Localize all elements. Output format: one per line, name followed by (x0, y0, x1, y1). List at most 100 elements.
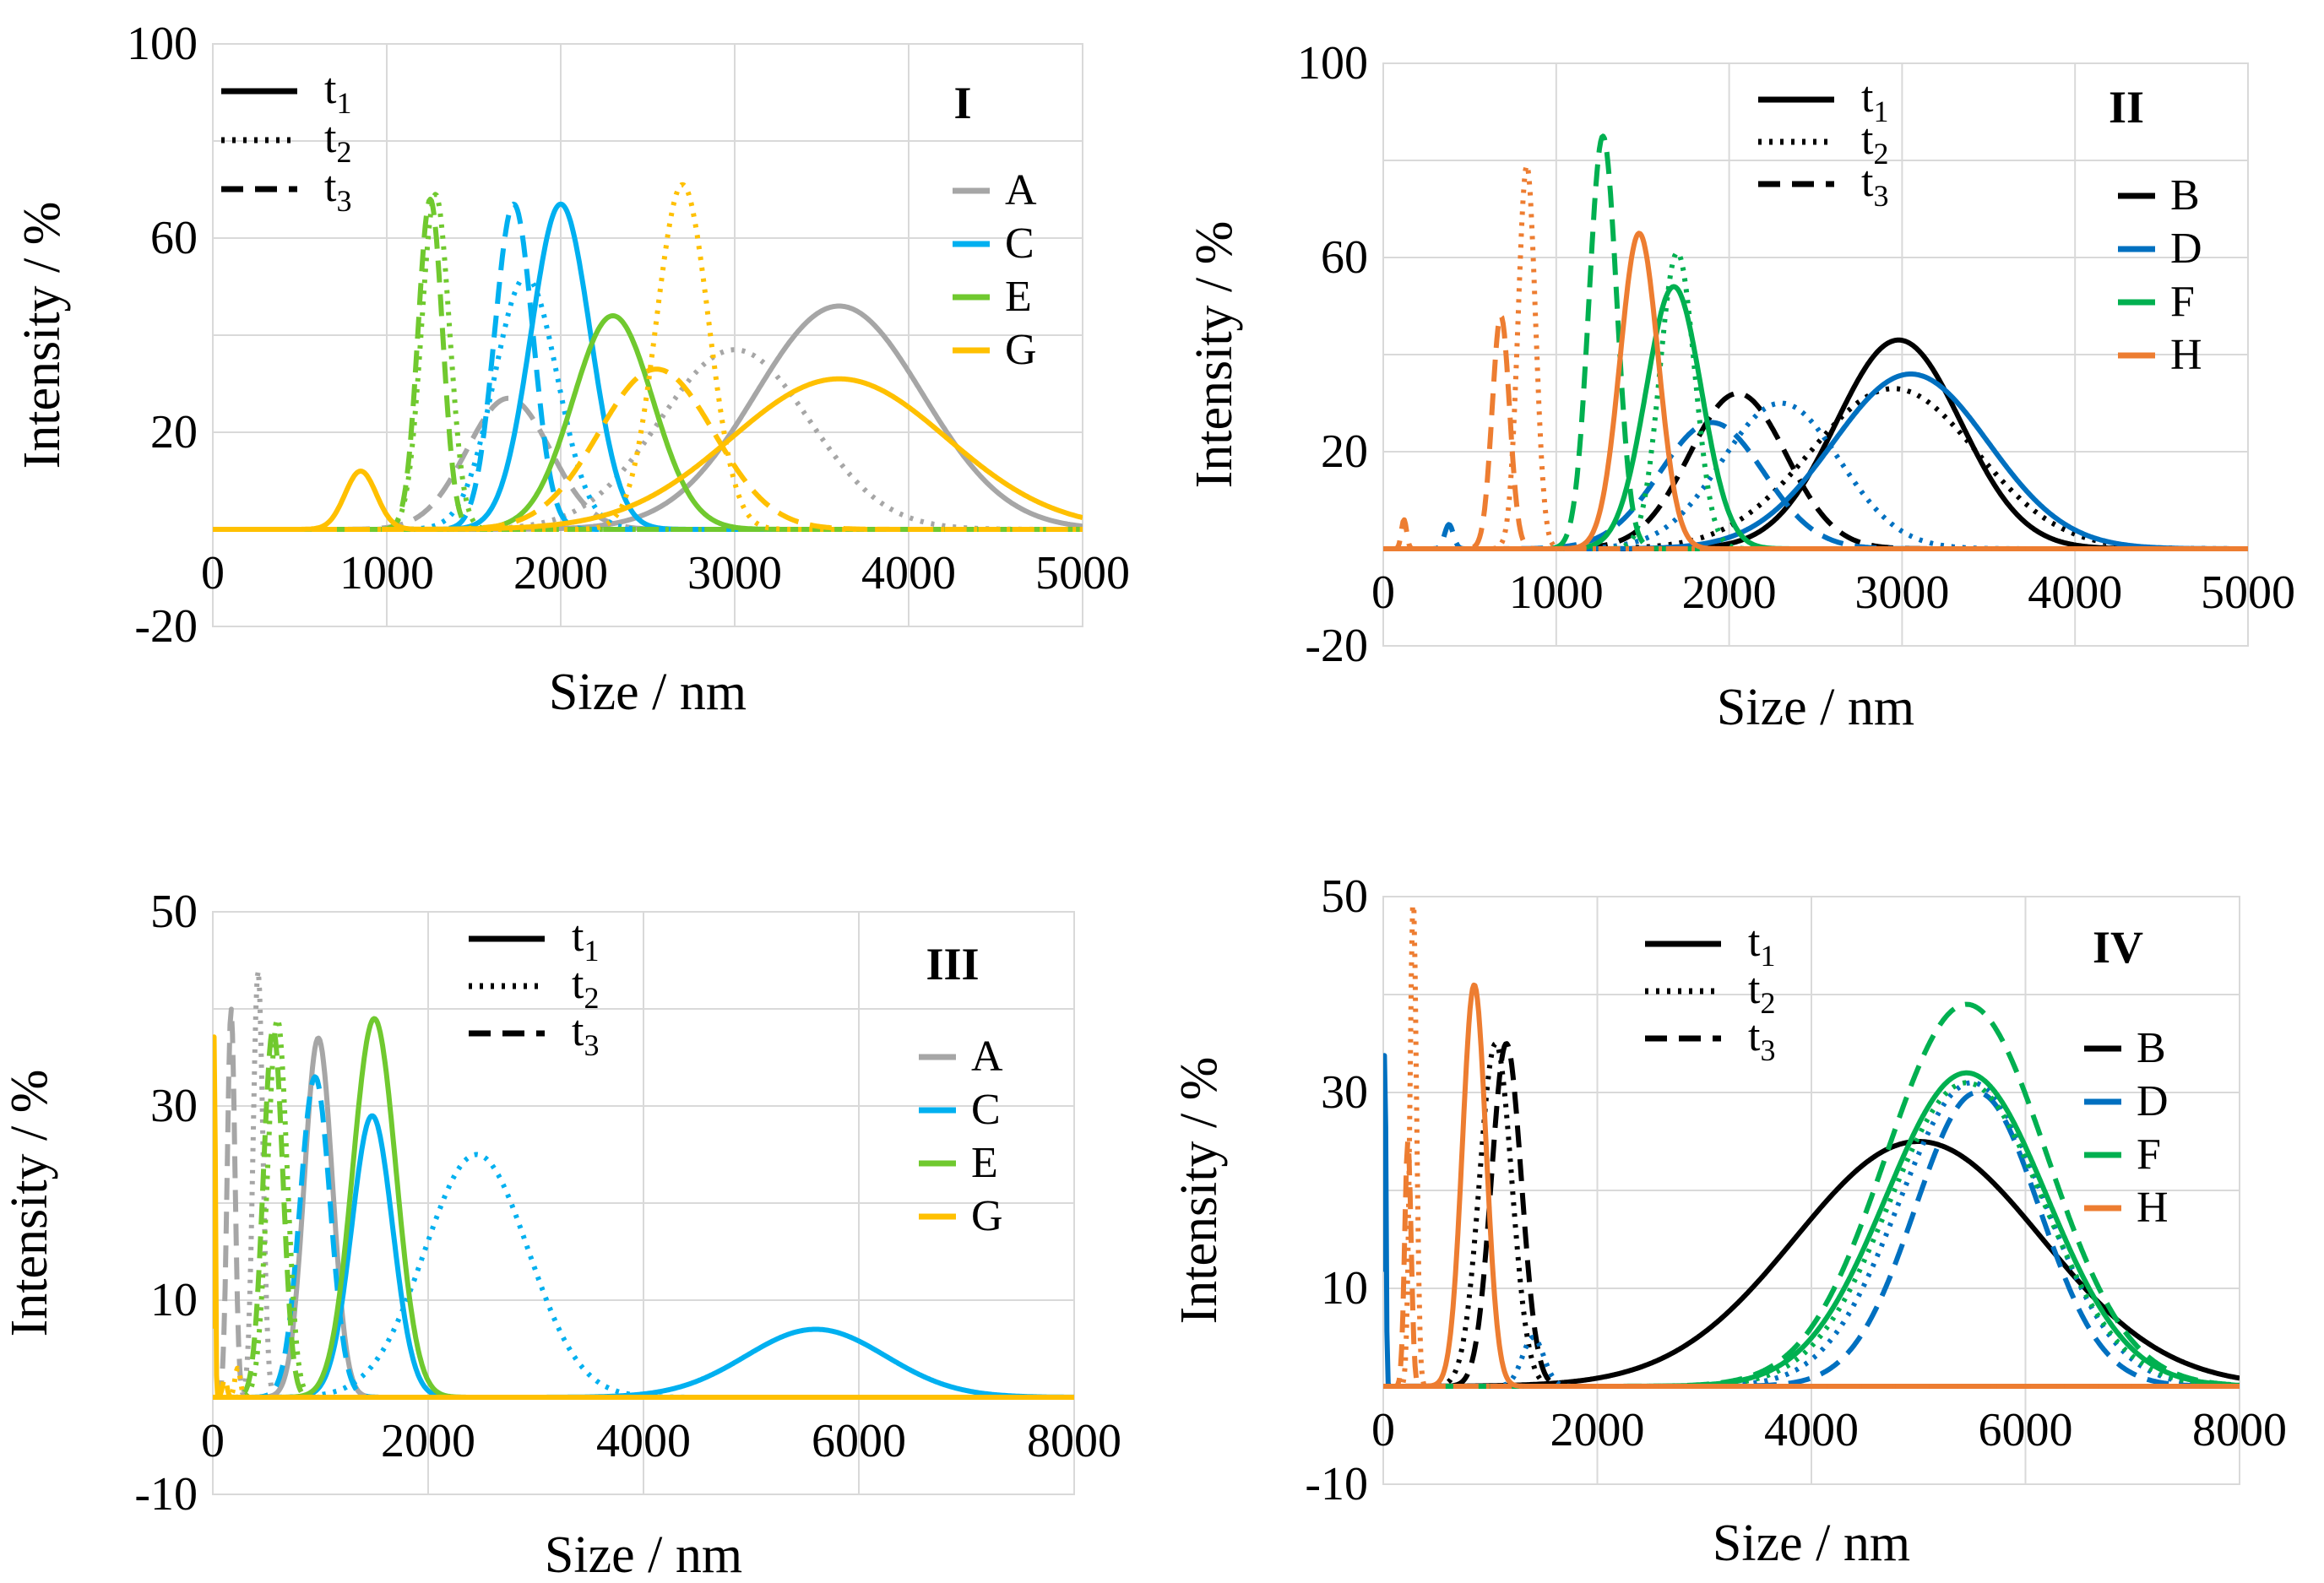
y-tick-label: 30 (1321, 1066, 1368, 1119)
series-C-t2 (213, 274, 1083, 532)
series-C-t3 (213, 201, 1083, 532)
x-axis-label: Size / nm (549, 664, 747, 721)
panel-IV: -10 10 30 50 0 2000 4000 6000 8000 Size / nm Inten… (1170, 870, 2287, 1572)
y-tick-label: 60 (1321, 231, 1368, 284)
y-tick-label: -10 (1305, 1458, 1368, 1510)
legend-label-C: C (971, 1086, 1001, 1134)
x-tick-label: 8000 (2192, 1404, 2287, 1456)
panel-title: I (953, 78, 971, 128)
y-axis-label: Intensity / % (14, 202, 71, 469)
x-tick-label: 3000 (1854, 567, 1949, 619)
x-tick-label: 4000 (861, 547, 956, 599)
series-G-t3 (213, 366, 1083, 532)
x-tick-label: 8000 (1027, 1415, 1121, 1467)
series-H-t1 (1383, 230, 2248, 551)
x-tick-label: 2000 (381, 1415, 475, 1467)
y-tick-label: 50 (150, 886, 198, 938)
legend-label-t1: t1 (324, 65, 351, 120)
x-tick-label: 4000 (596, 1415, 691, 1467)
legend-label-t2: t2 (1861, 116, 1888, 171)
legend-label-t3: t3 (324, 163, 351, 218)
legend-label-t2: t2 (1748, 965, 1775, 1020)
legend-label-t1: t1 (1748, 918, 1775, 973)
y-tick-label: 20 (150, 406, 198, 458)
legend-label-B: B (2137, 1024, 2166, 1072)
legend-label-t3: t3 (1861, 158, 1888, 213)
x-tick-label: 6000 (1979, 1404, 2073, 1456)
legend-label-t2: t2 (324, 114, 351, 169)
series-G-t2 (213, 182, 1083, 532)
series-C-t1 (213, 201, 1083, 532)
panel-title: II (2109, 82, 2144, 133)
x-tick-label: 0 (201, 547, 225, 599)
legend-label-G: G (1005, 326, 1037, 374)
legend-label-E: E (1005, 273, 1032, 321)
legend-label-t3: t3 (572, 1007, 599, 1062)
legend-label-A: A (971, 1033, 1003, 1081)
y-tick-label: 100 (127, 18, 198, 70)
series-E-t2 (213, 192, 1083, 532)
x-axis-label: Size / nm (545, 1526, 742, 1583)
series-E-t3 (213, 197, 1083, 532)
x-tick-label: 4000 (1764, 1404, 1859, 1456)
legend-label-B: B (2170, 171, 2200, 220)
x-tick-label: 2000 (1682, 567, 1777, 619)
x-tick-label: 5000 (1035, 547, 1130, 599)
y-tick-label: -20 (1305, 620, 1368, 672)
panel-title: III (926, 939, 979, 989)
series-G-t1 (213, 376, 1083, 532)
series-group (1383, 903, 2240, 1389)
y-tick-label: 10 (150, 1274, 198, 1326)
y-axis-label: Intensity / % (1186, 221, 1243, 489)
x-tick-label: 6000 (812, 1415, 906, 1467)
panel-title: IV (2093, 922, 2143, 973)
y-axis-label: Intensity / % (1170, 1057, 1228, 1325)
x-tick-label: 5000 (2201, 567, 2295, 619)
legend-label-G: G (971, 1192, 1003, 1240)
series-H-t3 (1383, 313, 2248, 551)
x-axis-label: Size / nm (1717, 679, 1914, 736)
x-tick-label: 0 (1371, 1404, 1395, 1456)
x-axis-label: Size / nm (1713, 1515, 1910, 1572)
legend-label-F: F (2170, 278, 2195, 326)
legend-label-H: H (2137, 1184, 2169, 1232)
y-tick-label: -20 (134, 600, 198, 653)
y-tick-label: 30 (150, 1080, 198, 1132)
y-tick-label: 100 (1297, 37, 1368, 89)
legend-label-H: H (2170, 331, 2202, 379)
legend-label-t3: t3 (1748, 1012, 1775, 1067)
series-group (213, 182, 1083, 532)
x-tick-label: 2000 (1550, 1404, 1645, 1456)
series-A-t3 (213, 395, 1083, 532)
y-axis-label: Intensity / % (1, 1070, 58, 1337)
legend-label-C: C (1005, 220, 1034, 268)
y-tick-label: -10 (134, 1468, 198, 1521)
y-tick-label: 20 (1321, 426, 1368, 478)
x-tick-label: 1000 (1509, 567, 1604, 619)
series-H-t3 (1383, 1139, 2240, 1389)
x-tick-label: 1000 (339, 547, 434, 599)
series-G-t3 (213, 1375, 1074, 1400)
x-tick-label: 2000 (513, 547, 608, 599)
panel-III: -10 10 30 50 0 2000 4000 6000 8000 Size / nm Inten… (1, 886, 1121, 1583)
x-tick-label: 0 (1371, 567, 1395, 619)
legend-label-t2: t2 (572, 960, 599, 1015)
legend-label-A: A (1005, 166, 1037, 214)
legend-label-E: E (971, 1139, 998, 1187)
x-tick-label: 4000 (2028, 567, 2122, 619)
x-tick-label: 0 (201, 1415, 225, 1467)
y-tick-label: 60 (150, 212, 198, 264)
series-C-t1 (213, 1113, 1074, 1400)
legend-label-t1: t1 (1861, 73, 1888, 128)
x-tick-label: 3000 (687, 547, 782, 599)
series-group (213, 968, 1074, 1400)
series-group (1383, 133, 2248, 551)
y-tick-label: 50 (1321, 870, 1368, 923)
legend-label-F: F (2137, 1130, 2161, 1179)
y-tick-label: 10 (1321, 1262, 1368, 1315)
legend-label-t1: t1 (572, 913, 599, 968)
legend-label-D: D (2170, 225, 2202, 273)
